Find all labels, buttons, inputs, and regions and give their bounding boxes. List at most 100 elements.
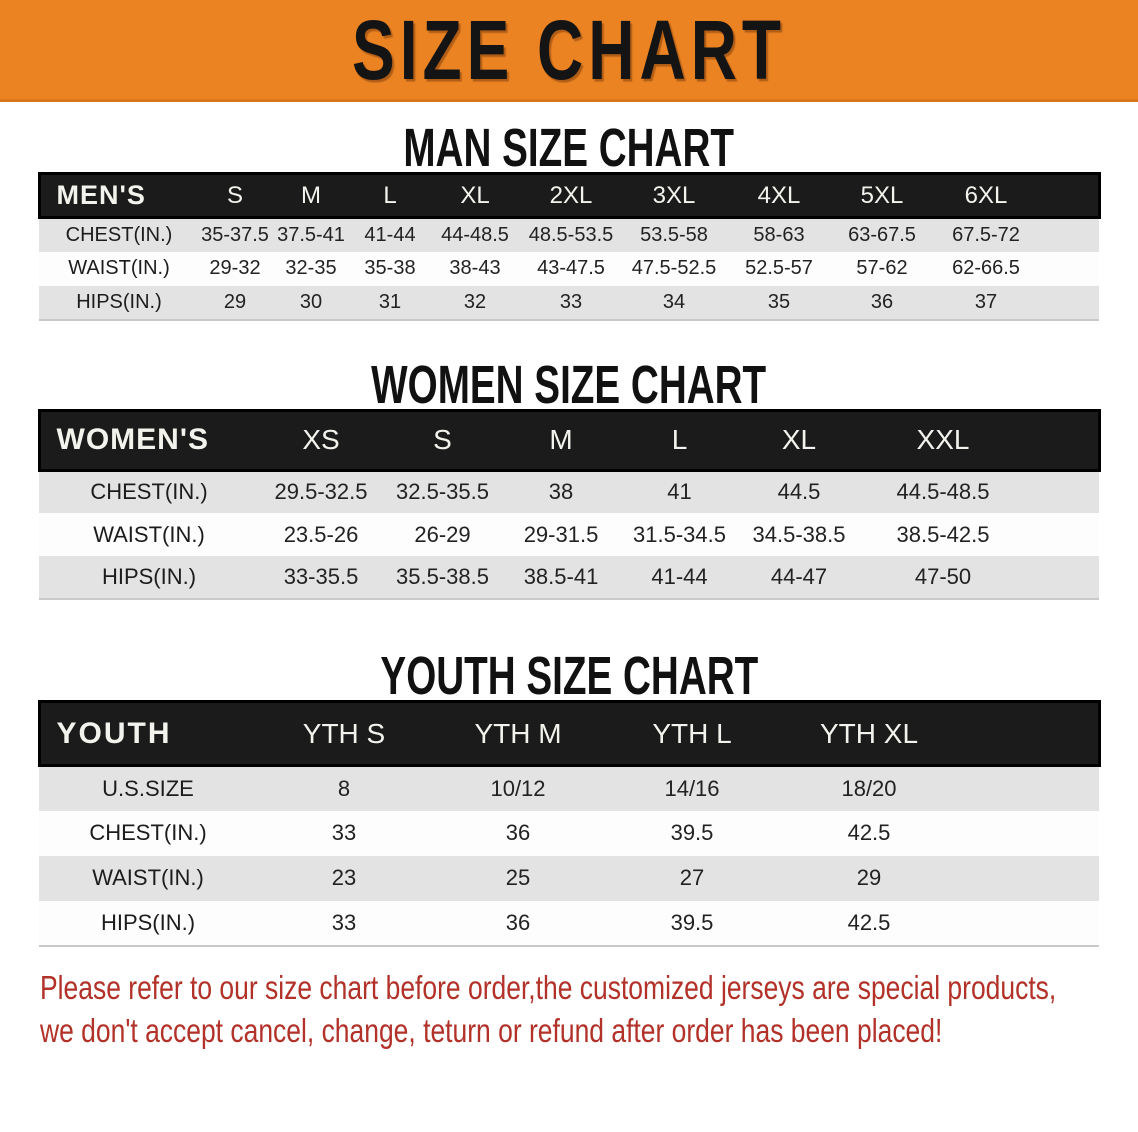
spacer-cell	[1039, 286, 1099, 320]
size-value-cell: 42.5	[847, 820, 891, 845]
size-value-cell: 29-32	[209, 257, 261, 279]
man-heading-text: MAN SIZE CHART	[403, 117, 735, 178]
size-value-cell: 39.5	[670, 820, 714, 845]
size-value-cell: 67.5-72	[952, 223, 1020, 246]
size-value-cell: 41	[667, 479, 692, 505]
row-label: CHEST(IN.)	[65, 223, 173, 246]
size-value-cell: 29	[856, 865, 882, 890]
size-value-cell: 41-44	[651, 564, 708, 589]
spacer-cell	[959, 856, 1099, 901]
banner-title: SIZE CHART	[352, 1, 786, 98]
spacer-cell	[1027, 556, 1099, 599]
size-value-cell: 26-29	[414, 521, 471, 547]
column-header: L	[671, 424, 688, 455]
column-header: M	[301, 181, 321, 209]
spacer-cell	[1039, 252, 1099, 286]
size-value-cell: 23	[331, 865, 357, 890]
table-row: WAIST(IN.) 29-32 32-35 35-38 38-43 43-47…	[39, 251, 1099, 286]
youth-header-row: YOUTH YTH S YTH M YTH L YTH XL	[39, 701, 1099, 766]
spacer-cell	[1039, 218, 1099, 252]
spacer-cell	[1027, 410, 1099, 470]
size-value-cell: 31.5-34.5	[633, 521, 726, 547]
spacer-cell	[959, 702, 1099, 766]
size-value-cell: 62-66.5	[952, 257, 1020, 279]
women-group-label: WOMEN'S	[56, 423, 209, 456]
size-value-cell: 27	[679, 865, 705, 890]
row-label: HIPS(IN.)	[76, 290, 162, 313]
size-value-cell: 8	[337, 775, 351, 801]
size-value-cell: 32-35	[285, 257, 337, 279]
size-value-cell: 52.5-57	[745, 257, 813, 279]
table-row: U.S.SIZE 8 10/12 14/16 18/20	[39, 765, 1099, 811]
women-size-table: WOMEN'S XS S M L XL XXL CHEST(IN.) 29.5-…	[37, 409, 1101, 600]
size-value-cell: 38.5-42.5	[896, 521, 990, 547]
disclaimer: Please refer to our size chart before or…	[40, 967, 1138, 1053]
size-value-cell: 10/12	[490, 775, 546, 801]
size-value-cell: 44-47	[770, 564, 828, 589]
size-value-cell: 36	[505, 909, 531, 935]
youth-heading-text: YOUTH SIZE CHART	[380, 645, 758, 706]
size-value-cell: 35.5-38.5	[396, 564, 489, 589]
column-header: L	[383, 181, 397, 209]
column-header: 4XL	[757, 181, 801, 209]
size-value-cell: 39.5	[670, 909, 714, 935]
size-value-cell: 34	[662, 290, 686, 313]
size-value-cell: 14/16	[664, 775, 720, 801]
size-value-cell: 33	[331, 909, 357, 935]
size-value-cell: 32	[463, 290, 487, 313]
disclaimer-line: Please refer to our size chart before or…	[40, 969, 1057, 1006]
size-value-cell: 44.5-48.5	[896, 479, 990, 505]
table-row: CHEST(IN.) 29.5-32.5 32.5-35.5 38 41 44.…	[39, 470, 1099, 513]
man-section-heading: MAN SIZE CHART	[0, 117, 1138, 177]
size-value-cell: 33-35.5	[283, 564, 359, 589]
column-header: XL	[460, 181, 490, 209]
size-value-cell: 25	[505, 865, 531, 890]
spacer-cell	[1027, 513, 1099, 556]
size-value-cell: 57-62	[856, 257, 908, 279]
row-label: WAIST(IN.)	[92, 865, 204, 890]
table-row: HIPS(IN.) 33 36 39.5 42.5	[39, 900, 1099, 946]
women-header-row: WOMEN'S XS S M L XL XXL	[39, 410, 1099, 470]
column-header: XL	[781, 424, 817, 455]
size-value-cell: 31	[378, 290, 402, 313]
column-header: M	[549, 424, 573, 455]
size-value-cell: 41-44	[364, 223, 416, 246]
size-value-cell: 34.5-38.5	[752, 521, 846, 547]
size-value-cell: 33	[331, 820, 357, 845]
size-value-cell: 42.5	[847, 909, 891, 935]
size-value-cell: 53.5-58	[640, 223, 708, 246]
size-value-cell: 29-31.5	[523, 521, 599, 547]
table-row: WAIST(IN.) 23 25 27 29	[39, 855, 1099, 901]
women-heading-text: WOMEN SIZE CHART	[371, 353, 767, 414]
size-value-cell: 30	[299, 290, 323, 313]
size-value-cell: 38.5-41	[523, 564, 599, 589]
row-label: HIPS(IN.)	[101, 564, 197, 589]
row-label: CHEST(IN.)	[90, 479, 208, 505]
column-header: S	[433, 424, 452, 455]
column-header: XS	[302, 424, 340, 455]
youth-group-label: YOUTH	[56, 716, 172, 750]
table-row: WAIST(IN.) 23.5-26 26-29 29-31.5 31.5-34…	[39, 513, 1099, 556]
table-row: HIPS(IN.) 33-35.5 35.5-38.5 38.5-41 41-4…	[39, 556, 1099, 599]
spacer-cell	[959, 811, 1099, 856]
size-value-cell: 36	[505, 820, 531, 845]
size-value-cell: 48.5-53.5	[528, 223, 614, 246]
size-value-cell: 38-43	[449, 257, 501, 279]
size-value-cell: 38	[548, 479, 574, 505]
size-value-cell: 37.5-41	[277, 223, 345, 246]
column-header: 5XL	[860, 181, 904, 209]
table-row: CHEST(IN.) 35-37.5 37.5-41 41-44 44-48.5…	[39, 217, 1099, 252]
row-label: WAIST(IN.)	[68, 257, 170, 279]
row-label: HIPS(IN.)	[100, 909, 196, 935]
column-header: YTH M	[474, 717, 562, 749]
spacer-cell	[1039, 174, 1099, 218]
size-value-cell: 44.5	[777, 479, 821, 505]
size-value-cell: 35-37.5	[201, 223, 269, 246]
size-value-cell: 47.5-52.5	[631, 257, 717, 279]
column-header: YTH S	[302, 717, 386, 749]
size-value-cell: 29.5-32.5	[274, 479, 368, 505]
women-section-heading: WOMEN SIZE CHART	[0, 354, 1138, 414]
size-value-cell: 44-48.5	[441, 223, 509, 246]
size-value-cell: 23.5-26	[283, 521, 359, 547]
men-size-table: MEN'S S M L XL 2XL 3XL 4XL 5XL 6XL CHEST…	[37, 172, 1101, 321]
